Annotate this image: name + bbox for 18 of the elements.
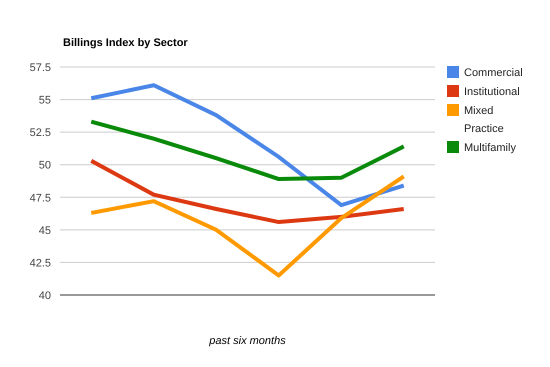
y-tick-label: 52.5 <box>30 127 51 140</box>
legend-label: Mixed Practice <box>464 105 504 135</box>
legend-label: Multifamily <box>464 142 516 154</box>
legend-label: Commercial <box>464 67 523 79</box>
line-series <box>89 120 406 182</box>
y-tick-label: 45 <box>38 224 51 237</box>
y-tick-label: 47.5 <box>30 192 51 204</box>
line-series <box>89 83 406 208</box>
y-tick-label: 55 <box>38 94 51 107</box>
y-tick-label: 42.5 <box>30 257 51 270</box>
y-tick-label: 57.5 <box>30 62 51 74</box>
line-series <box>89 158 406 224</box>
y-tick-label: 50 <box>38 160 51 172</box>
line-series <box>89 174 406 278</box>
legend-label: Institutional <box>464 86 520 98</box>
x-axis-title: past six months <box>208 335 286 347</box>
y-tick-label: 40 <box>38 290 51 302</box>
chart-title: Billings Index by Sector <box>63 37 188 49</box>
